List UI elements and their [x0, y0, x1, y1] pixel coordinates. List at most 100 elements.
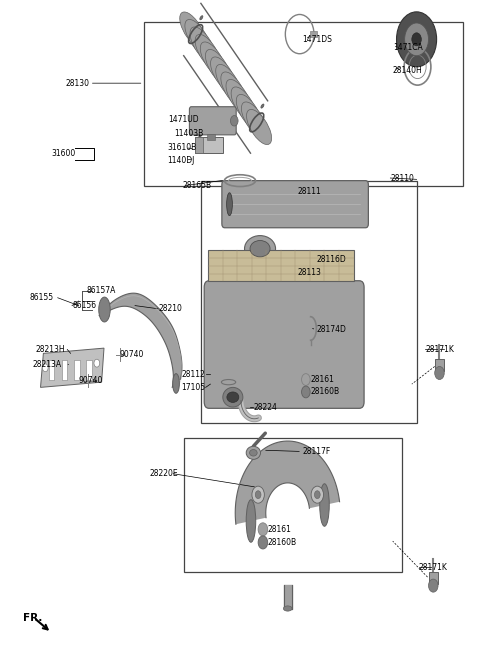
Text: 86157A: 86157A [86, 286, 116, 295]
Text: 31610B: 31610B [168, 143, 197, 152]
Ellipse shape [205, 49, 230, 85]
Bar [48, 360, 54, 380]
Ellipse shape [261, 104, 264, 108]
Ellipse shape [190, 27, 215, 62]
Text: 1140DJ: 1140DJ [168, 156, 195, 165]
Bar [144, 22, 463, 186]
Text: 1471DS: 1471DS [302, 35, 332, 44]
Circle shape [429, 579, 438, 592]
Text: 28220E: 28220E [149, 469, 178, 478]
Text: 28213H: 28213H [36, 345, 65, 354]
Ellipse shape [99, 297, 110, 322]
Circle shape [396, 12, 437, 67]
Text: 28130: 28130 [66, 79, 90, 87]
Ellipse shape [211, 57, 236, 92]
Polygon shape [284, 585, 291, 608]
Bar [208, 250, 354, 281]
Ellipse shape [200, 16, 203, 20]
Ellipse shape [173, 374, 180, 394]
Text: 1471CA: 1471CA [393, 43, 422, 52]
Ellipse shape [236, 95, 261, 129]
Text: 28113: 28113 [297, 269, 321, 277]
Text: 28224: 28224 [253, 403, 277, 411]
Circle shape [311, 486, 324, 503]
Ellipse shape [227, 193, 232, 215]
Bar [201, 181, 417, 423]
Ellipse shape [250, 449, 257, 456]
Text: 28160B: 28160B [268, 538, 297, 547]
Text: 28117F: 28117F [302, 447, 330, 456]
Polygon shape [235, 441, 339, 524]
Bar [310, 31, 317, 37]
Circle shape [255, 491, 261, 499]
Circle shape [230, 116, 238, 126]
Ellipse shape [246, 446, 261, 459]
Bar [86, 360, 92, 380]
Ellipse shape [195, 34, 220, 70]
Text: 11403B: 11403B [174, 129, 204, 138]
Ellipse shape [185, 20, 210, 55]
Polygon shape [99, 293, 182, 388]
Circle shape [301, 386, 310, 398]
Text: 90740: 90740 [120, 350, 144, 359]
Ellipse shape [221, 72, 246, 107]
Ellipse shape [223, 388, 243, 407]
Text: 1471UD: 1471UD [168, 115, 199, 124]
Circle shape [258, 536, 268, 549]
Text: 28171K: 28171K [425, 345, 454, 354]
Bar [195, 137, 223, 153]
Ellipse shape [247, 110, 272, 145]
Text: 28171K: 28171K [419, 563, 448, 572]
Ellipse shape [250, 240, 270, 257]
Ellipse shape [241, 102, 266, 137]
Text: 28213A: 28213A [33, 360, 61, 369]
FancyBboxPatch shape [204, 281, 364, 408]
Ellipse shape [244, 236, 276, 261]
Ellipse shape [320, 484, 329, 526]
Text: 28116D: 28116D [316, 256, 346, 264]
Text: FR.: FR. [23, 613, 42, 623]
Bar [74, 360, 80, 380]
Text: 17105: 17105 [181, 383, 205, 392]
Ellipse shape [180, 12, 205, 47]
Text: 28111: 28111 [297, 187, 321, 196]
Text: 28174D: 28174D [316, 325, 346, 334]
Circle shape [435, 367, 444, 380]
Text: 28161: 28161 [311, 375, 335, 384]
FancyBboxPatch shape [190, 106, 236, 135]
Text: 31600: 31600 [51, 149, 75, 158]
Bar [206, 133, 215, 140]
Ellipse shape [216, 64, 241, 100]
Ellipse shape [246, 500, 256, 542]
Text: 28140H: 28140H [393, 66, 422, 75]
Circle shape [42, 364, 48, 372]
Text: 86155: 86155 [29, 293, 53, 302]
Ellipse shape [200, 42, 226, 77]
Text: 28160B: 28160B [311, 388, 340, 396]
Text: 28165B: 28165B [183, 181, 212, 191]
Polygon shape [40, 348, 104, 388]
Circle shape [301, 374, 310, 386]
Circle shape [252, 486, 264, 503]
Text: 86156: 86156 [72, 301, 96, 310]
Bar [435, 359, 444, 371]
Text: 28110: 28110 [390, 173, 414, 183]
FancyBboxPatch shape [222, 181, 368, 228]
Circle shape [412, 33, 421, 46]
Ellipse shape [227, 392, 239, 403]
Circle shape [94, 359, 100, 367]
Ellipse shape [226, 79, 251, 114]
Bar [429, 572, 438, 583]
Bar [184, 438, 402, 572]
Circle shape [405, 23, 429, 56]
Text: 28112: 28112 [182, 370, 205, 379]
Bar [195, 137, 203, 153]
Circle shape [314, 491, 320, 499]
Text: 28210: 28210 [159, 304, 183, 313]
Ellipse shape [231, 87, 256, 122]
Circle shape [258, 523, 268, 536]
Bar [61, 360, 67, 380]
Text: 28161: 28161 [268, 525, 291, 534]
Text: 90740: 90740 [79, 376, 103, 386]
Ellipse shape [283, 606, 292, 611]
